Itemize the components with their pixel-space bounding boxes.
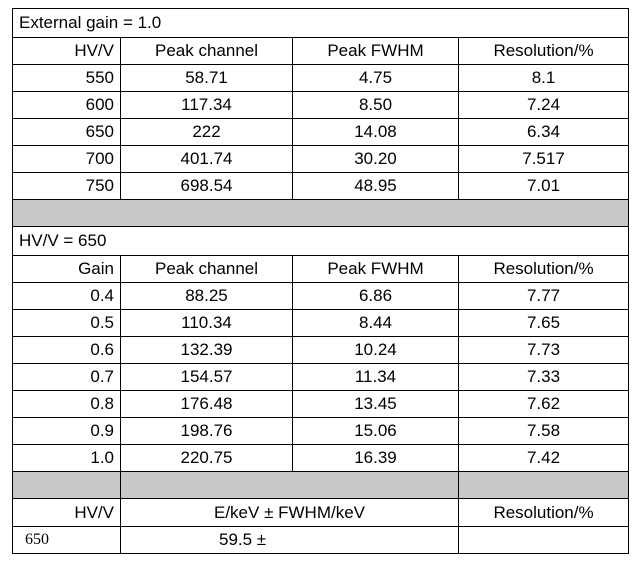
table-cell: 110.34	[120, 309, 293, 337]
table-cell: 8.44	[292, 309, 459, 337]
separator	[12, 471, 121, 499]
column-header: HV/V	[12, 498, 121, 527]
table-cell: 650	[12, 118, 121, 146]
table-cell: 7.73	[457, 336, 630, 364]
table-cell: 650	[12, 526, 121, 554]
table-cell: 7.24	[457, 91, 630, 119]
table-row: 650 59.5 ±	[12, 526, 630, 554]
table-cell: 550	[12, 64, 121, 92]
table-cell: 401.74	[120, 145, 293, 173]
table-cell: 88.25	[120, 282, 293, 310]
table-cell: 700	[12, 145, 121, 173]
table-cell: 198.76	[120, 417, 293, 445]
table-cell: 220.75	[120, 444, 293, 472]
table-cell: 0.8	[12, 390, 121, 418]
table-row: External gain = 1.0	[11, 8, 630, 38]
table-cell: 7.517	[457, 145, 630, 173]
column-header: HV/V	[12, 37, 121, 65]
table-row: 0.9 198.76 15.06 7.58	[12, 417, 630, 445]
table-row: 700 401.74 30.20 7.517	[12, 145, 630, 173]
table-row	[11, 199, 630, 227]
table-cell: 59.5 ±	[120, 526, 459, 554]
table-cell: 7.33	[457, 363, 630, 391]
table-cell: 0.6	[12, 336, 121, 364]
table-row: Gain Peak channel Peak FWHM Resolution/%	[12, 255, 630, 283]
table-cell: 176.48	[120, 390, 293, 418]
column-header: E/keV ± FWHM/keV	[120, 498, 459, 527]
table-cell: 6.34	[457, 118, 630, 146]
table-cell: 117.34	[120, 91, 293, 119]
table-row: 750 698.54 48.95 7.01	[12, 172, 630, 200]
table-cell: 6.86	[292, 282, 459, 310]
table-row: 0.5 110.34 8.44 7.65	[12, 309, 630, 337]
table-cell: 14.08	[292, 118, 459, 146]
table-row: 550 58.71 4.75 8.1	[12, 64, 630, 92]
table-cell: 132.39	[120, 336, 293, 364]
table-cell: 13.45	[292, 390, 459, 418]
table-cell: 600	[12, 91, 121, 119]
table-body: External gain = 1.0 HV/V Peak channel Peak …	[11, 8, 630, 554]
table-cell: 11.34	[292, 363, 459, 391]
table-row: HV/V E/keV ± FWHM/keV Resolution/%	[12, 498, 630, 527]
column-header: Resolution/%	[457, 37, 630, 65]
table-row	[12, 471, 630, 499]
separator	[457, 471, 630, 499]
column-header: Peak FWHM	[292, 37, 459, 65]
section-title: External gain = 1.0	[11, 8, 630, 38]
table-cell: 8.1	[457, 64, 630, 92]
separator	[120, 471, 459, 499]
table-cell: 8.50	[292, 91, 459, 119]
table-cell: 0.7	[12, 363, 121, 391]
table-row: HV/V Peak channel Peak FWHM Resolution/%	[12, 37, 630, 65]
table-cell	[457, 526, 630, 554]
table-cell: 7.01	[457, 172, 630, 200]
table-row: 0.4 88.25 6.86 7.77	[12, 282, 630, 310]
column-header: Resolution/%	[457, 255, 630, 283]
column-header: Peak FWHM	[292, 255, 459, 283]
column-header: Peak channel	[120, 255, 293, 283]
table-cell: 698.54	[120, 172, 293, 200]
table-row: 0.7 154.57 11.34 7.33	[12, 363, 630, 391]
table-cell: 16.39	[292, 444, 459, 472]
table-cell: 1.0	[12, 444, 121, 472]
table-cell: 58.71	[120, 64, 293, 92]
table-cell: 7.42	[457, 444, 630, 472]
results-table: External gain = 1.0 HV/V Peak channel Peak …	[11, 8, 630, 554]
table-cell: 7.77	[457, 282, 630, 310]
table-cell: 7.62	[457, 390, 630, 418]
table-cell: 7.58	[457, 417, 630, 445]
table-cell: 30.20	[292, 145, 459, 173]
column-header: Resolution/%	[457, 498, 630, 527]
table-row: HV/V = 650	[11, 226, 630, 256]
separator	[11, 199, 630, 227]
table-cell: 0.5	[12, 309, 121, 337]
table-cell: 10.24	[292, 336, 459, 364]
table-cell: 154.57	[120, 363, 293, 391]
table-cell: 4.75	[292, 64, 459, 92]
table-row: 650 222 14.08 6.34	[12, 118, 630, 146]
column-header: Gain	[12, 255, 121, 283]
table-cell: 7.65	[457, 309, 630, 337]
table-cell: 15.06	[292, 417, 459, 445]
table-cell: 0.4	[12, 282, 121, 310]
table-row: 0.8 176.48 13.45 7.62	[12, 390, 630, 418]
table-row: 0.6 132.39 10.24 7.73	[12, 336, 630, 364]
table-cell: 0.9	[12, 417, 121, 445]
section-title: HV/V = 650	[11, 226, 630, 256]
table-cell: 48.95	[292, 172, 459, 200]
table-cell: 222	[120, 118, 293, 146]
column-header: Peak channel	[120, 37, 293, 65]
table-row: 1.0 220.75 16.39 7.42	[12, 444, 630, 472]
table-row: 600 117.34 8.50 7.24	[12, 91, 630, 119]
table-cell: 750	[12, 172, 121, 200]
